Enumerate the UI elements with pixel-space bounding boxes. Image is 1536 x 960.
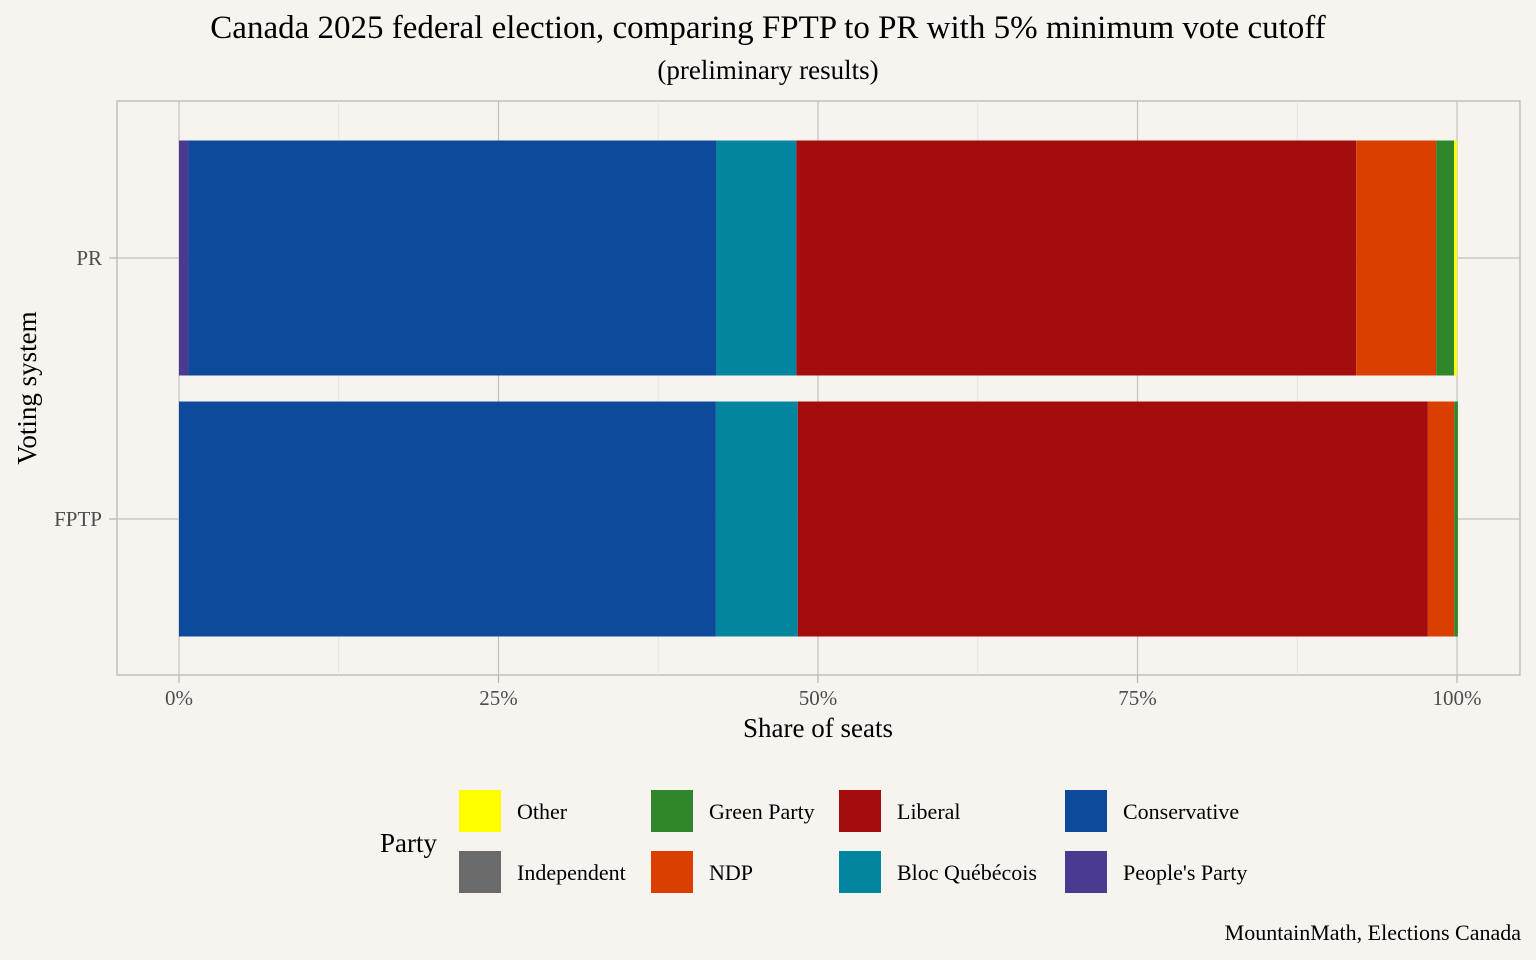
bar-fptp-ndp <box>1427 401 1455 637</box>
legend-item-conservative: Conservative <box>1065 790 1239 832</box>
legend-swatch <box>651 851 693 893</box>
legend-item-liberal: Liberal <box>839 790 961 832</box>
bar-pr-green-party <box>1436 140 1455 376</box>
legend-swatch <box>459 851 501 893</box>
legend-swatch <box>839 851 881 893</box>
x-axis: 0% 25% 50% 75% 100% <box>165 675 1482 710</box>
legend-swatch <box>459 790 501 832</box>
legend-title: Party <box>380 828 437 858</box>
legend-item-ndp: NDP <box>651 851 753 893</box>
y-tick-label: PR <box>76 246 102 270</box>
bar-pr-people-s-party <box>179 140 189 376</box>
legend: Party Other Green Party Liberal Conservativ… <box>380 790 1247 893</box>
bar-fptp-bloc-quebecois <box>715 401 798 637</box>
bar-pr-conservative <box>188 140 717 376</box>
legend-item-bloc-quebecois: Bloc Québécois <box>839 851 1037 893</box>
x-tick-label: 75% <box>1118 686 1157 710</box>
bars <box>179 140 1458 637</box>
x-axis-title: Share of seats <box>743 713 893 743</box>
legend-swatch <box>839 790 881 832</box>
chart-caption: MountainMath, Elections Canada <box>1225 920 1522 945</box>
y-tick-label: FPTP <box>54 507 102 531</box>
plot-panel <box>116 100 1521 676</box>
x-tick-label: 0% <box>165 686 193 710</box>
chart-title: Canada 2025 federal election, comparing … <box>210 10 1325 46</box>
legend-swatch <box>1065 851 1107 893</box>
legend-item-other: Other <box>459 790 568 832</box>
bar-pr-other <box>1454 140 1457 376</box>
y-axis-title: Voting system <box>12 311 42 464</box>
legend-label: Liberal <box>897 799 961 824</box>
legend-item-green-party: Green Party <box>651 790 815 832</box>
legend-item-people-s-party: People's Party <box>1065 851 1247 893</box>
y-axis: PR FPTP <box>54 246 117 531</box>
legend-swatch <box>651 790 693 832</box>
x-tick-label: 50% <box>799 686 838 710</box>
x-tick-label: 25% <box>479 686 518 710</box>
bar-pr-ndp <box>1356 140 1437 376</box>
legend-item-independent: Independent <box>459 851 626 893</box>
legend-label: Green Party <box>709 799 815 824</box>
legend-label: NDP <box>709 860 753 885</box>
legend-label: People's Party <box>1123 860 1247 885</box>
legend-label: Conservative <box>1123 799 1239 824</box>
legend-label: Bloc Québécois <box>897 860 1037 885</box>
bar-pr-liberal <box>796 140 1357 376</box>
x-tick-label: 100% <box>1433 686 1482 710</box>
bar-fptp-conservative <box>179 401 716 637</box>
legend-label: Other <box>517 799 568 824</box>
legend-label: Independent <box>517 860 626 885</box>
bar-fptp-green-party <box>1454 401 1458 637</box>
bar-fptp-liberal <box>797 401 1428 637</box>
chart-subtitle: (preliminary results) <box>657 55 878 85</box>
bar-pr-bloc-quebecois <box>716 140 797 376</box>
legend-swatch <box>1065 790 1107 832</box>
